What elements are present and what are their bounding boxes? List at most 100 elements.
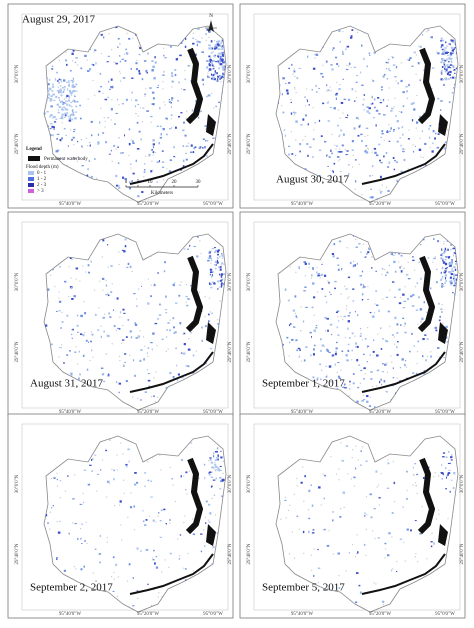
flood-pixel <box>304 286 307 288</box>
road-pixel <box>152 154 154 156</box>
flood-pixel <box>342 53 345 55</box>
flood-pixel <box>337 320 340 322</box>
flood-pixel <box>150 115 153 118</box>
flood-pixel <box>106 334 108 337</box>
flood-pixel <box>308 517 311 520</box>
flood-pixel <box>219 78 221 80</box>
flood-pixel <box>347 327 349 330</box>
road-pixel <box>151 557 154 559</box>
flood-pixel <box>97 473 100 475</box>
flood-pixel <box>178 294 181 297</box>
legend-swatch <box>28 183 34 187</box>
flood-pixel <box>339 151 342 153</box>
flood-pixel <box>441 60 443 63</box>
flood-pixel <box>417 340 420 343</box>
flood-pixel <box>56 557 58 559</box>
flood-pixel <box>138 53 141 56</box>
flood-pixel <box>67 115 70 117</box>
flood-pixel <box>324 316 327 319</box>
flood-pixel <box>409 57 412 60</box>
road-pixel <box>387 99 389 101</box>
flood-pixel <box>442 51 445 54</box>
flood-pixel <box>91 333 94 336</box>
flood-pixel <box>300 124 303 126</box>
map-neatline <box>21 13 229 201</box>
road-pixel <box>188 338 190 340</box>
flood-pixel <box>212 68 215 70</box>
road-pixel <box>86 542 88 544</box>
flood-pixel <box>386 130 389 132</box>
flood-pixel <box>59 347 62 349</box>
road-pixel <box>296 485 298 487</box>
road-pixel <box>198 477 200 479</box>
flood-pixel <box>85 339 88 342</box>
road-pixel <box>386 371 389 374</box>
flood-pixel <box>185 365 188 367</box>
flood-pixel <box>192 37 194 39</box>
flood-pixel <box>363 57 365 61</box>
flood-pixel <box>381 268 384 270</box>
flood-pixel <box>441 477 443 480</box>
flood-pixel <box>139 359 142 362</box>
flood-pixel <box>120 151 122 155</box>
flood-pixel <box>159 126 162 128</box>
flood-pixel <box>60 327 62 329</box>
road-pixel <box>354 555 357 558</box>
flood-pixel <box>81 145 83 148</box>
road-pixel <box>387 459 389 461</box>
road-pixel <box>394 97 396 99</box>
flood-pixel <box>173 284 176 287</box>
road-pixel <box>94 94 96 96</box>
flood-pixel <box>305 306 308 308</box>
road-pixel <box>184 515 186 517</box>
road-pixel <box>58 356 60 358</box>
road-pixel <box>385 548 387 550</box>
legend-label: Permanent waterbody <box>44 157 88 162</box>
flood-pixel <box>374 151 377 154</box>
flood-pixel <box>440 40 443 42</box>
flood-pixel <box>437 133 440 135</box>
road-pixel <box>214 514 217 516</box>
flood-pixel <box>429 136 431 139</box>
flood-pixel <box>363 367 366 370</box>
flood-pixel <box>77 331 79 333</box>
legend-subtitle: Flood depth (m) <box>26 165 59 170</box>
flood-pixel <box>115 112 118 114</box>
flood-pixel <box>206 155 208 157</box>
flood-pixel <box>46 111 49 113</box>
flood-pixel <box>78 377 80 380</box>
flood-pixel <box>115 174 118 178</box>
flood-pixel <box>214 247 217 249</box>
road-pixel <box>357 31 359 33</box>
flood-pixel <box>323 274 327 277</box>
road-pixel <box>121 342 123 344</box>
flood-pixel <box>453 277 456 280</box>
road-pixel <box>356 29 359 31</box>
flood-pixel <box>431 87 433 90</box>
flood-pixel <box>87 168 89 171</box>
flood-pixel <box>207 94 211 97</box>
flood-pixel <box>410 529 412 532</box>
road-pixel <box>122 364 125 366</box>
flood-pixel <box>358 243 361 245</box>
road-pixel <box>198 291 201 293</box>
road-pixel <box>356 552 358 555</box>
road-pixel <box>312 107 314 109</box>
road-pixel <box>348 65 350 67</box>
flood-pixel <box>453 278 455 281</box>
lake <box>206 322 216 344</box>
road-pixel <box>405 366 408 368</box>
flood-pixel <box>72 131 75 133</box>
flood-pixel <box>117 46 119 48</box>
road-pixel <box>339 117 341 119</box>
flood-pixel <box>209 250 211 252</box>
flood-pixel <box>169 329 172 332</box>
road-pixel <box>421 339 423 341</box>
flood-pixel <box>445 141 448 144</box>
road-pixel <box>304 135 306 137</box>
flood-pixel <box>450 479 453 481</box>
flood-pixel <box>442 473 444 476</box>
road-pixel <box>347 297 349 299</box>
flood-pixel <box>127 319 130 321</box>
flood-pixel <box>210 486 213 488</box>
